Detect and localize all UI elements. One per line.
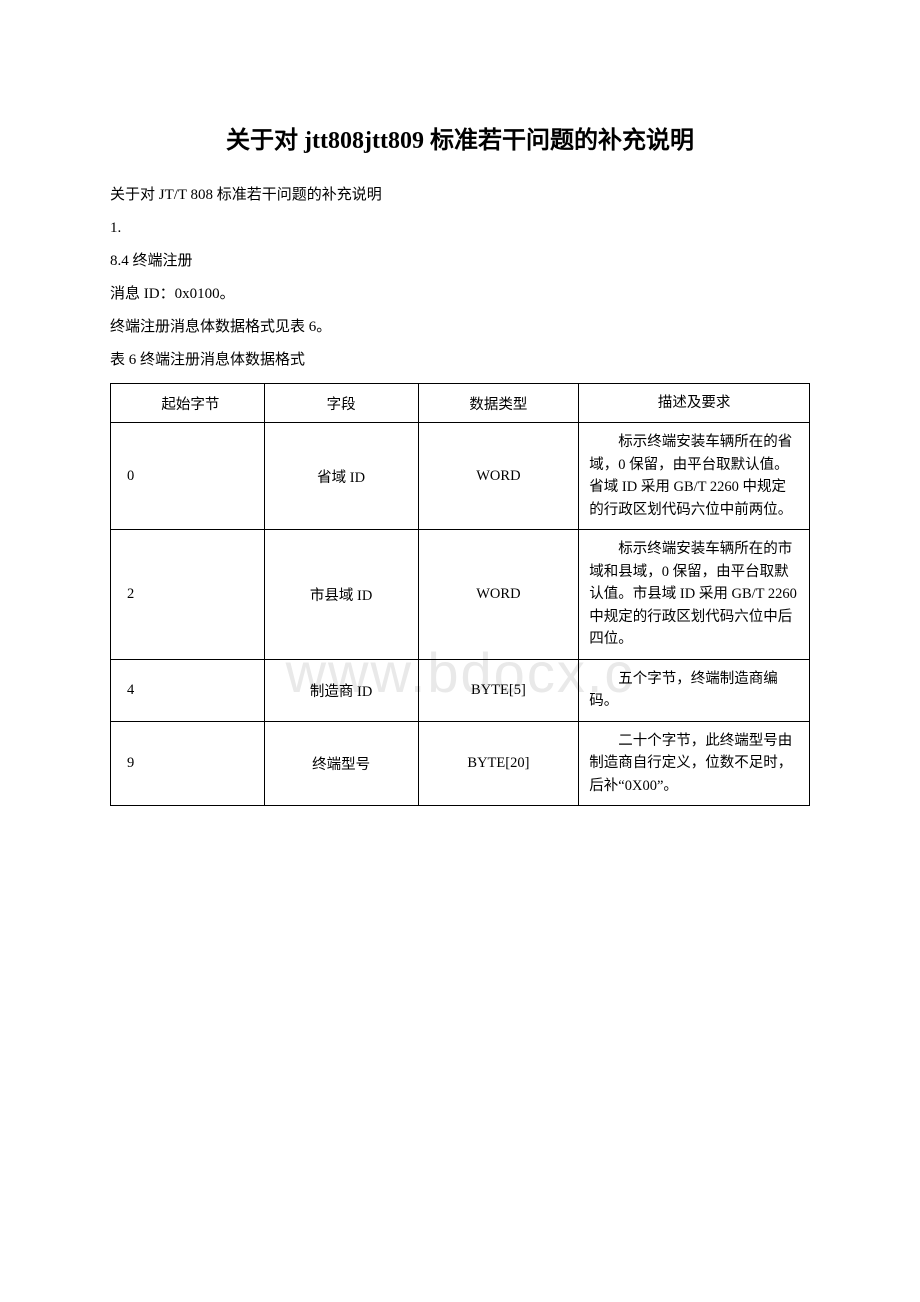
- cell-start: 4: [111, 659, 265, 721]
- cell-field: 制造商 ID: [264, 659, 418, 721]
- paragraph-table-caption: 表 6 终端注册消息体数据格式: [110, 344, 810, 377]
- cell-desc: 二十个字节，此终端型号由制造商自行定义，位数不足时，后补“0X00”。: [579, 721, 810, 805]
- table-header-row: 起始字节 字段 数据类型 描述及要求: [111, 384, 810, 423]
- document-content: 关于对 jtt808jtt809 标准若干问题的补充说明 关于对 JT/T 80…: [110, 120, 810, 806]
- header-type: 数据类型: [418, 384, 579, 423]
- spec-table: 起始字节 字段 数据类型 描述及要求 0 省域 ID WORD 标示终端安装车辆…: [110, 383, 810, 806]
- paragraph-table-reference: 终端注册消息体数据格式见表 6。: [110, 311, 810, 344]
- cell-field: 终端型号: [264, 721, 418, 805]
- table-row: 0 省域 ID WORD 标示终端安装车辆所在的省域，0 保留，由平台取默认值。…: [111, 423, 810, 530]
- cell-field: 市县域 ID: [264, 530, 418, 659]
- header-start-byte: 起始字节: [111, 384, 265, 423]
- cell-desc: 标示终端安装车辆所在的省域，0 保留，由平台取默认值。省域 ID 采用 GB/T…: [579, 423, 810, 530]
- cell-start: 2: [111, 530, 265, 659]
- paragraph-subtitle: 关于对 JT/T 808 标准若干问题的补充说明: [110, 179, 810, 212]
- cell-start: 9: [111, 721, 265, 805]
- table-row: 4 制造商 ID BYTE[5] 五个字节，终端制造商编码。: [111, 659, 810, 721]
- cell-desc: 标示终端安装车辆所在的市域和县域，0 保留，由平台取默认值。市县域 ID 采用 …: [579, 530, 810, 659]
- table-row: 9 终端型号 BYTE[20] 二十个字节，此终端型号由制造商自行定义，位数不足…: [111, 721, 810, 805]
- paragraph-message-id: 消息 ID：0x0100。: [110, 278, 810, 311]
- cell-field: 省域 ID: [264, 423, 418, 530]
- cell-start: 0: [111, 423, 265, 530]
- cell-type: BYTE[5]: [418, 659, 579, 721]
- table-row: 2 市县域 ID WORD 标示终端安装车辆所在的市域和县域，0 保留，由平台取…: [111, 530, 810, 659]
- cell-type: WORD: [418, 530, 579, 659]
- cell-type: WORD: [418, 423, 579, 530]
- paragraph-section-number: 1.: [110, 212, 810, 245]
- header-field: 字段: [264, 384, 418, 423]
- cell-desc: 五个字节，终端制造商编码。: [579, 659, 810, 721]
- cell-type: BYTE[20]: [418, 721, 579, 805]
- header-desc: 描述及要求: [579, 384, 810, 423]
- paragraph-section-heading: 8.4 终端注册: [110, 245, 810, 278]
- document-title: 关于对 jtt808jtt809 标准若干问题的补充说明: [110, 120, 810, 155]
